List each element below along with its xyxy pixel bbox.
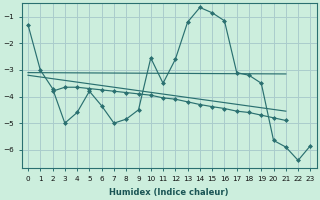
X-axis label: Humidex (Indice chaleur): Humidex (Indice chaleur) (109, 188, 229, 197)
